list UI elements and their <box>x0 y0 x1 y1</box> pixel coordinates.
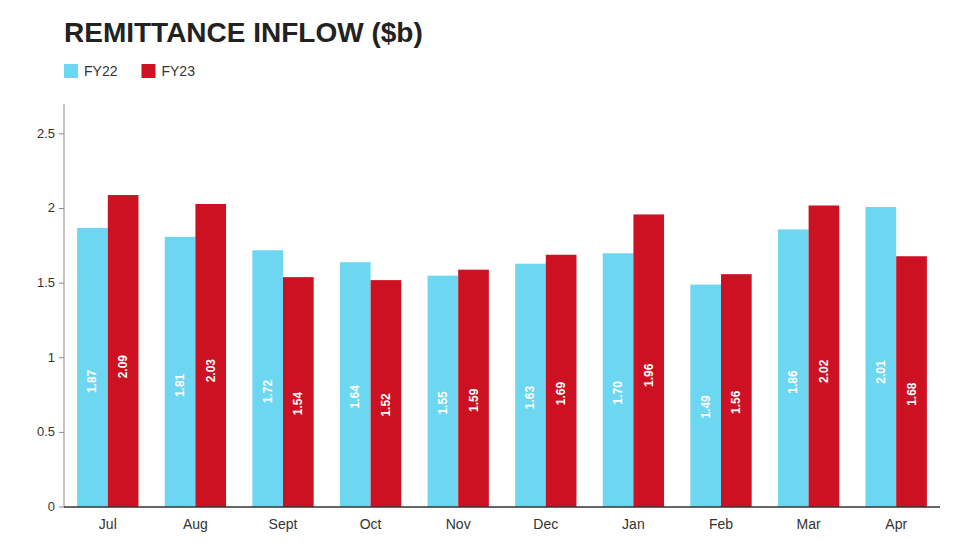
y-tick-label: 2 <box>48 200 55 215</box>
x-axis: Jul Aug Sept Oct Nov Dec Jan Feb Mar Apr <box>64 507 940 532</box>
y-tick-label: 1.5 <box>37 275 55 290</box>
y-tick <box>59 133 64 134</box>
x-tick-label: Oct <box>360 516 382 532</box>
x-tick-label: Jan <box>622 516 645 532</box>
x-tick-label: Aug <box>183 516 208 532</box>
y-tick-label: 1 <box>48 350 55 365</box>
x-axis-line <box>64 506 940 508</box>
chart: REMITTANCE INFLOW ($b)FY22FY2300.511.522… <box>0 0 964 551</box>
y-axis: 0 0.5 1 1.5 2 2.5 <box>37 104 64 514</box>
y-axis-line <box>64 104 65 507</box>
y-tick <box>59 432 64 433</box>
x-tick-label: Jul <box>99 516 117 532</box>
legend: FY22 FY23 <box>64 63 195 79</box>
data-label: 1.59 <box>467 388 481 412</box>
bar <box>633 214 664 507</box>
bar <box>778 229 809 507</box>
bar <box>866 207 897 507</box>
data-label: 1.81 <box>173 373 187 397</box>
x-tick-label: Feb <box>709 516 733 532</box>
data-label: 1.68 <box>905 382 919 406</box>
data-label: 1.55 <box>436 391 450 415</box>
legend-label: FY22 <box>84 63 118 79</box>
data-label: 1.64 <box>348 385 362 409</box>
data-label: 1.69 <box>554 381 568 405</box>
bar <box>896 256 927 507</box>
data-label: 2.01 <box>874 360 888 384</box>
data-label: 1.87 <box>85 369 99 393</box>
bar <box>721 274 752 507</box>
data-label: 1.86 <box>786 370 800 394</box>
bar <box>252 250 283 507</box>
data-labels: 1.87 1.81 1.72 1.64 1.55 1.63 1.70 1.49 1.86 2.01… <box>85 355 918 419</box>
y-tick <box>59 208 64 209</box>
data-label: 2.03 <box>204 359 218 383</box>
bar <box>371 280 402 507</box>
y-tick <box>59 507 64 508</box>
bar <box>283 277 314 507</box>
y-tick-label: 2.5 <box>37 126 55 141</box>
background <box>0 0 964 551</box>
bar <box>77 228 108 507</box>
bar <box>603 253 634 507</box>
x-tick-label: Dec <box>533 516 558 532</box>
bars <box>77 195 927 507</box>
bar <box>546 255 577 507</box>
title: REMITTANCE INFLOW ($b) <box>64 17 423 48</box>
y-tick-label: 0 <box>48 499 55 514</box>
y-tick <box>59 283 64 284</box>
bar <box>458 270 489 507</box>
x-tick-label: Nov <box>446 516 471 532</box>
data-label: 1.70 <box>611 381 625 405</box>
x-tick-label: Sept <box>269 516 298 532</box>
data-label: 2.09 <box>116 355 130 379</box>
data-label: 1.54 <box>291 392 305 416</box>
bar <box>108 195 139 507</box>
data-label: 1.72 <box>261 379 275 403</box>
bar <box>195 204 226 507</box>
data-label: 1.63 <box>523 386 537 410</box>
x-tick-label: Mar <box>797 516 821 532</box>
data-label: 1.56 <box>729 390 743 414</box>
legend-swatch <box>141 64 155 78</box>
y-tick <box>59 357 64 358</box>
bar <box>809 205 840 507</box>
x-tick-label: Apr <box>885 516 907 532</box>
data-label: 1.96 <box>642 363 656 387</box>
bar <box>165 237 196 507</box>
bar <box>340 262 371 507</box>
legend-swatch <box>64 64 78 78</box>
data-label: 1.52 <box>379 393 393 417</box>
data-label: 2.02 <box>817 359 831 383</box>
bar <box>428 276 459 507</box>
bar <box>515 264 546 507</box>
bar <box>690 285 721 507</box>
y-tick-label: 0.5 <box>37 424 55 439</box>
legend-label: FY23 <box>161 63 195 79</box>
data-label: 1.49 <box>699 395 713 419</box>
